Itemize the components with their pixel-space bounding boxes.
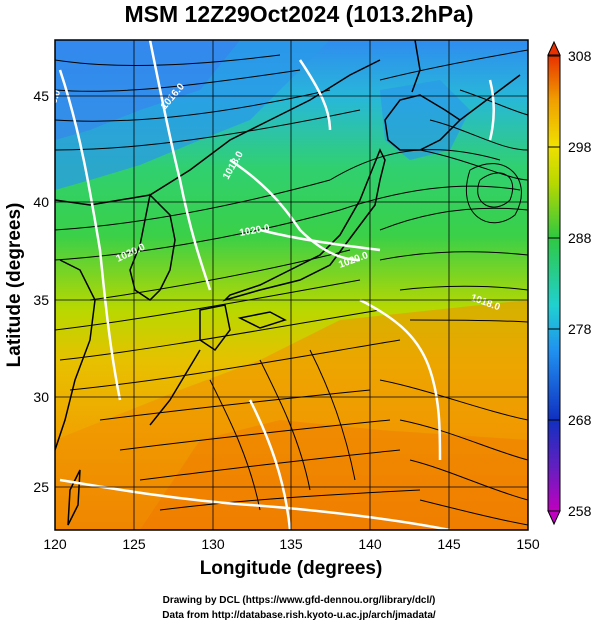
x-axis-label: Longitude (degrees) xyxy=(200,558,383,579)
coast-sakhalin xyxy=(411,40,421,93)
colorbar-tick: 298 xyxy=(568,139,592,155)
credit-data-source: Data from http://database.rish.kyoto-u.a… xyxy=(162,610,436,621)
plot-frame xyxy=(54,39,529,531)
y-tick: 40 xyxy=(33,194,49,210)
colorbar-tick: 258 xyxy=(568,503,592,519)
x-tick: 145 xyxy=(437,536,461,552)
coast-kuril xyxy=(459,74,521,121)
coast-shikoku xyxy=(237,311,287,329)
colorbar-top-arrow xyxy=(547,40,561,56)
wind-streamlines xyxy=(55,49,528,526)
y-axis-ticks: 25 30 35 40 45 xyxy=(33,88,49,495)
coast-china-east xyxy=(55,259,96,451)
pressure-contours xyxy=(58,40,495,530)
plot-area: 1016.0 1018.0 1020.0 1020.0 1020.0 1016.… xyxy=(55,40,528,530)
coast-honshu xyxy=(222,148,386,302)
colorbar-tick: 268 xyxy=(568,412,592,428)
map-title: MSM 12Z29Oct2024 (1013.2hPa) xyxy=(124,1,473,27)
x-tick: 135 xyxy=(279,536,303,552)
x-tick: 150 xyxy=(516,536,540,552)
coast-hokkaido xyxy=(384,94,462,151)
y-tick: 30 xyxy=(33,389,49,405)
colorbar: 308 298 288 278 268 258 xyxy=(547,40,592,526)
y-axis-label: Latitude (degrees) xyxy=(4,203,25,368)
x-tick: 120 xyxy=(43,536,67,552)
x-axis-ticks: 120 125 130 135 140 145 150 xyxy=(43,536,540,552)
credit-drawing: Drawing by DCL (https://www.gfd-dennou.o… xyxy=(163,595,436,606)
colorbar-tick: 278 xyxy=(568,321,592,337)
y-tick: 25 xyxy=(33,479,49,495)
warm-region-south xyxy=(55,300,528,530)
contour-label-3: 1020.0 xyxy=(239,223,271,239)
y-tick: 35 xyxy=(33,292,49,308)
x-tick: 140 xyxy=(358,536,382,552)
coast-asia-mainland xyxy=(55,59,381,206)
coast-kyushu xyxy=(199,304,231,352)
colorbar-tick: 308 xyxy=(568,48,592,64)
x-tick: 130 xyxy=(201,536,225,552)
coast-taiwan xyxy=(67,469,81,526)
x-tick: 125 xyxy=(122,536,146,552)
colorbar-gradient xyxy=(547,54,561,512)
colorbar-tick: 288 xyxy=(568,230,592,246)
colorbar-bottom-arrow xyxy=(547,510,561,526)
grid-lines xyxy=(55,40,528,530)
coastlines xyxy=(55,40,521,526)
y-tick: 45 xyxy=(33,88,49,104)
